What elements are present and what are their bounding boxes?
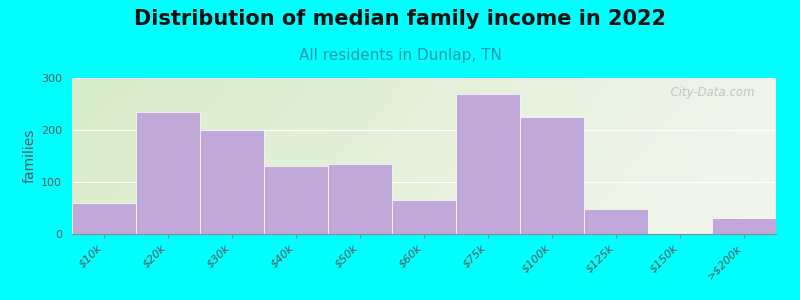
Bar — [712, 218, 776, 234]
Bar — [72, 203, 136, 234]
Y-axis label: families: families — [23, 129, 37, 183]
Text: All residents in Dunlap, TN: All residents in Dunlap, TN — [298, 48, 502, 63]
Bar — [584, 209, 648, 234]
Text: Distribution of median family income in 2022: Distribution of median family income in … — [134, 9, 666, 29]
Bar — [264, 167, 328, 234]
Bar — [136, 112, 200, 234]
Bar — [200, 130, 264, 234]
Bar — [456, 94, 520, 234]
Bar — [392, 200, 456, 234]
Text: City-Data.com: City-Data.com — [663, 86, 755, 99]
Bar — [520, 117, 584, 234]
Bar — [328, 164, 392, 234]
